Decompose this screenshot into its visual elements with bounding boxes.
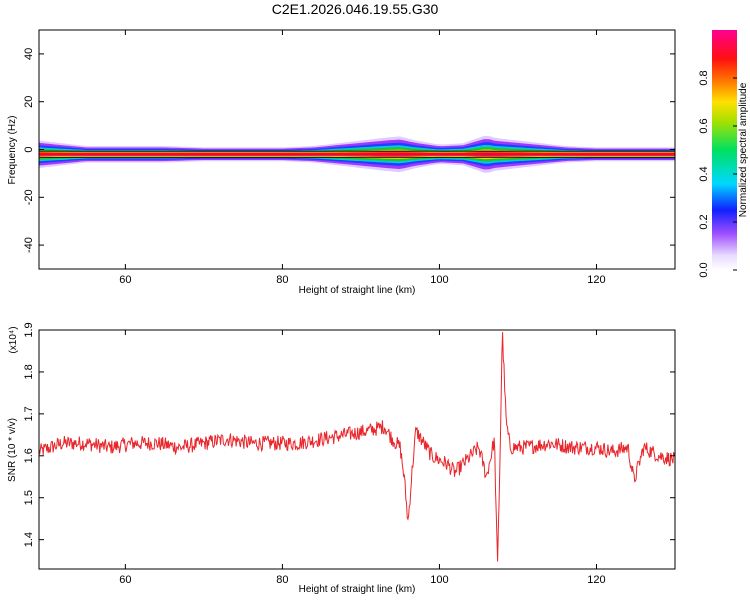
snr-y-tick-label: 1.5 [23,490,35,505]
snr-x-tick-label: 80 [276,574,288,586]
spectrogram-x-axis-label: Height of straight line (km) [299,285,416,296]
colorbar-label: Normalized spectral amplitude [738,82,749,217]
spectrogram-y-tick-label: -20 [23,189,35,205]
spectrogram-x-tick-label: 60 [119,274,131,286]
spectrogram-y-tick-label: 40 [23,48,35,60]
snr-ticks: 60 80 100 120 1.4 1.5 1.6 1.7 1.8 1.9 [23,322,675,586]
snr-y-multiplier: (x10⁴) [8,326,19,353]
snr-y-tick-label: 1.8 [23,364,35,379]
snr-x-tick-label: 120 [587,574,605,586]
snr-x-axis-label: Height of straight line (km) [299,584,416,595]
snr-y-tick-label: 1.7 [23,406,35,421]
spectrogram-y-tick-label: -40 [23,237,35,253]
spectrogram-y-tick-label: 0 [23,146,35,152]
snr-y-tick-label: 1.6 [23,448,35,463]
colorbar-tick-label: 0.0 [698,262,710,277]
colorbar-tick-label: 0.6 [698,118,710,133]
figure-title: C2E1.2026.046.19.55.G30 [272,1,439,17]
snr-x-tick-label: 60 [119,574,131,586]
snr-x-tick-label: 100 [430,574,448,586]
colorbar-tick-label: 0.8 [698,70,710,85]
spectrogram-ticks: 60 80 100 120 -40 -20 0 20 40 [23,30,675,286]
snr-frame [38,329,676,570]
colorbar-gradient [712,30,737,270]
spectrogram-y-tick-label: 20 [23,96,35,108]
spectrogram-y-axis-label: Frequency (Hz) [7,116,18,185]
snr-y-tick-label: 1.9 [23,322,35,337]
snr-plot-area [38,332,676,562]
spectrogram-x-tick-label: 80 [276,274,288,286]
colorbar: 0.0 0.2 0.4 0.6 0.8 Normalized spectral ampl… [698,30,749,278]
snr-panel: 60 80 100 120 1.4 1.5 1.6 1.7 1.8 1.9 Height of s… [7,322,676,595]
spectrogram-x-tick-label: 120 [587,274,605,286]
colorbar-tick-label: 0.4 [698,166,710,181]
spectrogram-x-tick-label: 100 [430,274,448,286]
snr-series-line [38,332,676,562]
colorbar-ticks: 0.0 0.2 0.4 0.6 0.8 [698,70,737,278]
spectrogram-plot-area [38,135,676,173]
spectrum-core [39,152,675,156]
snr-y-tick-label: 1.4 [23,532,35,547]
snr-y-axis-label: SNR (10 * v/v) [7,418,18,482]
spectrogram-panel: 60 80 100 120 -40 -20 0 20 40 Height of straight… [7,29,676,296]
colorbar-tick-label: 0.2 [698,214,710,229]
